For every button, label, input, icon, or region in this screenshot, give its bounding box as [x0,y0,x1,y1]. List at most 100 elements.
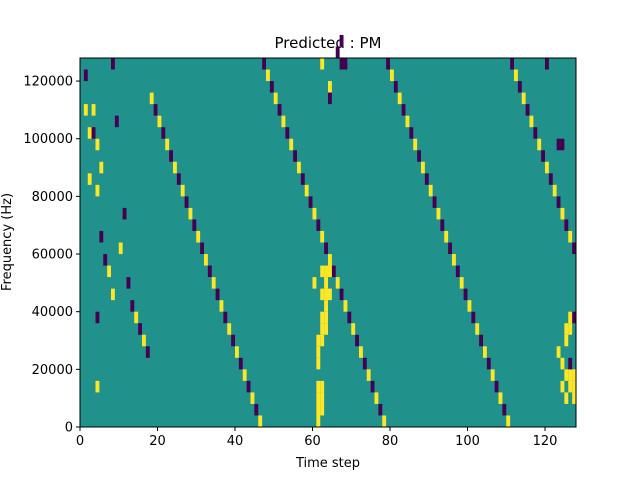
heatmap-cell [316,357,321,370]
heatmap-cell [157,115,162,128]
heatmap-cell [452,254,456,266]
heatmap-cell [568,230,573,243]
x-tick-label: 0 [76,434,84,449]
heatmap-cell [103,254,108,266]
heatmap-cell [568,369,573,381]
heatmap-cell [87,127,92,139]
heatmap-cell [173,161,177,174]
heatmap-cell [277,104,282,116]
heatmap-cell [161,127,166,139]
heatmap-cell [564,369,569,381]
heatmap-cell [382,415,387,427]
heatmap-cell [196,230,201,243]
heatmap-cell [564,334,569,347]
heatmap-cell [568,357,573,370]
heatmap-cell [118,242,123,255]
heatmap-cell [525,104,530,116]
heatmap-cell [204,254,208,266]
plot-area [80,34,576,427]
heatmap-cell [436,207,441,220]
heatmap-cell [258,415,263,427]
heatmap-cell [568,323,573,335]
heatmap-cell [316,219,321,231]
y-tick-label: 60000 [32,248,73,263]
heatmap-cell [320,380,325,393]
heatmap-cell [324,277,328,289]
heatmap-cell [91,104,96,116]
heatmap-cell [180,184,185,197]
heatmap-cell [328,265,332,278]
heatmap-cell [533,127,538,139]
heatmap-cell [448,242,452,255]
heatmap-cell [320,403,325,416]
heatmap-cell [223,311,228,324]
x-tick-label: 20 [149,434,166,449]
heatmap-cell [564,219,569,231]
chart-title: Predicted : PM [275,34,382,52]
heatmap-cell [324,242,328,255]
heatmap-cell [83,69,88,82]
heatmap-cell [556,196,561,208]
heatmap-cell [134,311,139,324]
heatmap-cell [560,357,565,370]
heatmap-cell [149,92,154,105]
x-tick-label: 100 [455,434,480,449]
heatmap-cell [545,161,549,174]
heatmap-cell [184,196,189,208]
heatmap-cell [91,127,96,139]
heatmap-cell [343,58,348,70]
heatmap-cell [459,277,464,289]
heatmap-cell [479,334,483,347]
heatmap-cell [242,369,247,381]
heatmap-cell [107,265,111,278]
heatmap-cell [405,115,410,128]
plot-frame [79,57,577,428]
heatmap-cell [320,265,325,278]
heatmap-cell [556,346,561,358]
heatmap-cell [246,380,251,393]
heatmap-cell [552,184,557,197]
heatmap-cell [339,34,344,47]
heatmap-cell [122,207,127,220]
heatmap-cell [339,288,344,301]
heatmap-cell [254,403,259,416]
heatmap-cell [335,46,340,58]
heatmap-cell [351,323,356,335]
heatmap-cell [176,173,181,185]
heatmap-cell [266,69,270,82]
heatmap-cell [111,288,115,301]
heatmap-cell [444,230,449,243]
heatmap-cell [320,58,325,70]
heatmap-cell [401,104,406,116]
heatmap-cell [111,58,115,70]
y-tick-label: 40000 [32,305,73,320]
heatmap-cell [238,357,243,370]
heatmap-cell [142,334,146,347]
y-tick-label: 20000 [32,363,73,378]
heatmap-cell [316,403,321,416]
heatmap-cell [378,403,383,416]
x-tick-label: 40 [227,434,244,449]
y-axis-label: Frequency (Hz) [0,193,15,291]
heatmap-cell [343,300,348,312]
heatmap-cell [316,380,321,393]
heatmap-cell [95,311,100,324]
heatmap-cell [467,300,472,312]
heatmap-cell [548,173,553,185]
heatmap-cell [316,392,321,404]
heatmap-cell [99,161,104,174]
heatmap-cell [359,346,363,358]
heatmap-cell [393,81,398,93]
heatmap-cell [130,300,135,312]
heatmap-cell [99,230,104,243]
heatmap-cell [324,265,328,278]
heatmap-cell [211,277,216,289]
heatmap-cell [324,300,328,312]
heatmap-cell [421,161,425,174]
heatmap-cell [308,196,313,208]
heatmap-cell [347,311,352,324]
heatmap-cell [285,127,290,139]
heatmap-cell [293,150,297,162]
heatmap-cell [328,254,332,266]
